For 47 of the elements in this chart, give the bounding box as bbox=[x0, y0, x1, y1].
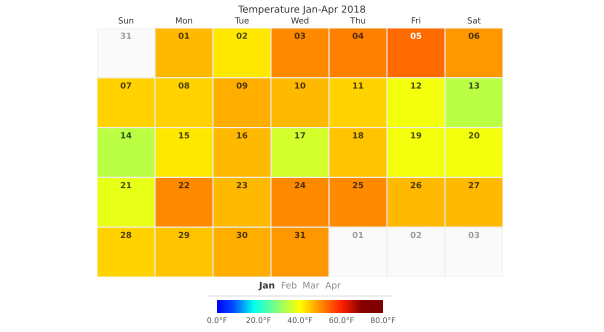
text: Mar bbox=[303, 282, 320, 289]
annotation: 31 bbox=[294, 232, 306, 238]
annotation: 12 bbox=[411, 82, 422, 89]
chart-title: Temperature Jan-Apr 2018 bbox=[238, 5, 366, 15]
annotation: 05 bbox=[410, 32, 422, 39]
annotation: 18 bbox=[353, 132, 364, 138]
annotation: 14 bbox=[121, 132, 132, 138]
text: Jan bbox=[258, 282, 274, 290]
annotation: 30 bbox=[236, 232, 248, 238]
x-tick-label: Wed bbox=[291, 17, 308, 24]
annotation: 23 bbox=[236, 182, 248, 188]
text: Feb bbox=[282, 282, 296, 289]
annotation: 02 bbox=[410, 232, 422, 238]
x-tick-label: Mon bbox=[176, 17, 192, 24]
annotation: 21 bbox=[120, 182, 132, 188]
x-tick-label: Sun bbox=[118, 17, 134, 24]
annotation: 08 bbox=[178, 82, 190, 89]
annotation: 09 bbox=[236, 82, 248, 89]
annotation: 07 bbox=[120, 82, 132, 89]
annotation: 06 bbox=[468, 32, 480, 39]
annotation: 22 bbox=[178, 182, 190, 188]
text: Apr bbox=[325, 282, 341, 290]
annotation: 26 bbox=[410, 182, 422, 188]
annotation: 11 bbox=[353, 82, 364, 89]
annotation: 25 bbox=[352, 182, 364, 188]
annotation: 03 bbox=[468, 232, 480, 238]
annotation: 01 bbox=[178, 32, 190, 39]
x-tick-label: Sat bbox=[468, 17, 481, 24]
annotation: 28 bbox=[120, 232, 132, 238]
x-tick-label: Thu bbox=[350, 17, 366, 24]
annotation: 17 bbox=[295, 132, 306, 138]
annotation: 27 bbox=[468, 182, 480, 188]
annotation: 16 bbox=[237, 132, 248, 138]
annotation: 01 bbox=[352, 232, 364, 238]
annotation: 10 bbox=[295, 82, 306, 89]
annotation: 24 bbox=[294, 182, 306, 188]
annotation: 02 bbox=[236, 32, 248, 39]
x-tick-label: Fri bbox=[412, 17, 420, 24]
annotation: 15 bbox=[179, 132, 190, 138]
annotation: 04 bbox=[352, 32, 364, 39]
annotation: 03 bbox=[294, 32, 306, 39]
annotation: 29 bbox=[178, 232, 190, 238]
x-tick-label: Tue bbox=[234, 17, 249, 24]
annotation: 13 bbox=[469, 82, 480, 89]
annotation: 20 bbox=[468, 132, 480, 138]
annotation: 31 bbox=[120, 32, 132, 39]
annotation: 19 bbox=[411, 132, 422, 138]
